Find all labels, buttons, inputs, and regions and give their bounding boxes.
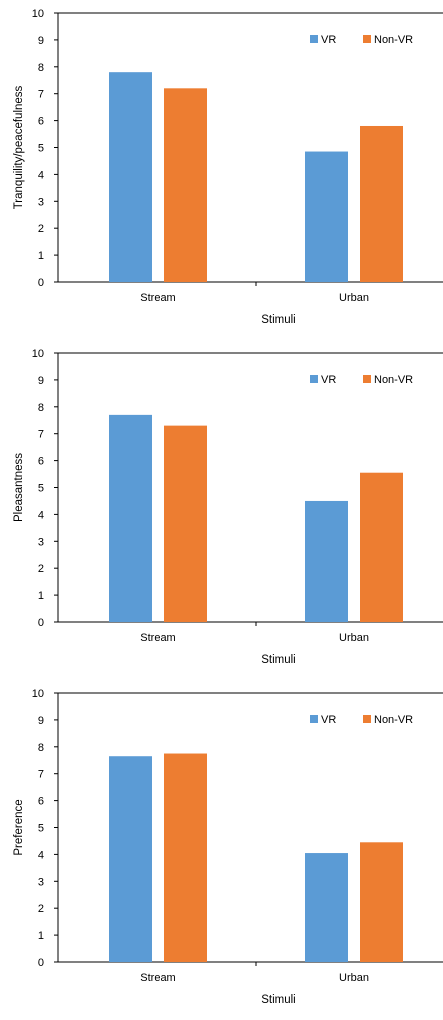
y-tick-label: 0 <box>38 277 44 289</box>
bar-non-vr-urban <box>360 842 403 962</box>
y-tick-label: 6 <box>38 116 44 128</box>
y-tick-label: 1 <box>38 590 44 602</box>
y-tick-label: 10 <box>32 8 44 20</box>
chart-pleasantness: 0 1 2 3 4 5 6 7 8 9 10 Stream Urban Stimuli Pleasantne… <box>13 348 443 666</box>
bar-non-vr-stream <box>164 425 207 622</box>
bar-vr-urban <box>305 151 348 282</box>
legend-label: VR <box>321 34 336 46</box>
y-tick-label: 8 <box>38 402 44 414</box>
y-axis-title: Tranquility/peacefulness <box>13 85 25 209</box>
bar-vr-urban <box>305 853 348 962</box>
legend-swatch-vr <box>310 715 318 723</box>
bar-non-vr-urban <box>360 472 403 622</box>
y-tick-label: 5 <box>38 143 44 155</box>
y-tick-label: 9 <box>38 375 44 387</box>
y-tick-label: 0 <box>38 617 44 629</box>
y-tick-label: 1 <box>38 930 44 942</box>
x-category-label: Urban <box>339 292 369 304</box>
y-tick-label: 0 <box>38 957 44 969</box>
y-tick-label: 2 <box>38 223 44 235</box>
legend-swatch-non-vr <box>363 715 371 723</box>
bar-vr-urban <box>305 500 348 622</box>
y-tick-label: 7 <box>38 429 44 441</box>
y-tick-label: 8 <box>38 742 44 754</box>
x-category-label: Stream <box>140 632 175 644</box>
y-tick-label: 2 <box>38 563 44 575</box>
bar-vr-stream <box>109 72 152 283</box>
legend-swatch-non-vr <box>363 375 371 383</box>
y-tick-label: 5 <box>38 483 44 495</box>
y-tick-label: 9 <box>38 35 44 47</box>
bar-non-vr-urban <box>360 125 403 282</box>
bar-vr-stream <box>109 756 152 962</box>
x-axis-title: Stimuli <box>261 994 296 1006</box>
x-axis-title: Stimuli <box>261 314 296 326</box>
bar-vr-stream <box>109 414 152 622</box>
legend-label: VR <box>321 714 336 726</box>
legend-label: Non-VR <box>374 714 413 726</box>
x-category-label: Stream <box>140 972 175 984</box>
y-tick-label: 4 <box>38 169 44 181</box>
chart-tranquility: 0 1 2 3 4 5 6 7 8 9 10 Stream Urban Stimuli Tranquilit… <box>13 8 443 326</box>
legend-swatch-vr <box>310 375 318 383</box>
y-tick-label: 2 <box>38 903 44 915</box>
bar-non-vr-stream <box>164 88 207 282</box>
x-category-label: Urban <box>339 972 369 984</box>
y-tick-label: 3 <box>38 536 44 548</box>
y-tick-label: 1 <box>38 250 44 262</box>
legend-swatch-vr <box>310 35 318 43</box>
y-tick-label: 3 <box>38 876 44 888</box>
legend-label: Non-VR <box>374 34 413 46</box>
y-tick-label: 7 <box>38 769 44 781</box>
y-axis-title: Pleasantness <box>13 453 25 522</box>
y-tick-label: 6 <box>38 796 44 808</box>
y-tick-label: 10 <box>32 348 44 360</box>
y-tick-label: 8 <box>38 62 44 74</box>
legend-label: Non-VR <box>374 374 413 386</box>
y-tick-label: 7 <box>38 89 44 101</box>
y-tick-label: 3 <box>38 196 44 208</box>
y-tick-label: 6 <box>38 456 44 468</box>
chart-preference: 0 1 2 3 4 5 6 7 8 9 10 Stream Urban Stimuli Preference… <box>13 688 443 1006</box>
x-category-label: Urban <box>339 632 369 644</box>
y-tick-label: 4 <box>38 509 44 521</box>
legend-label: VR <box>321 374 336 386</box>
x-category-label: Stream <box>140 292 175 304</box>
y-tick-label: 4 <box>38 849 44 861</box>
y-tick-label: 10 <box>32 688 44 700</box>
legend-swatch-non-vr <box>363 35 371 43</box>
y-tick-label: 9 <box>38 715 44 727</box>
x-axis-title: Stimuli <box>261 654 296 666</box>
bar-non-vr-stream <box>164 753 207 962</box>
y-axis-title: Preference <box>13 799 25 855</box>
y-tick-label: 5 <box>38 823 44 835</box>
